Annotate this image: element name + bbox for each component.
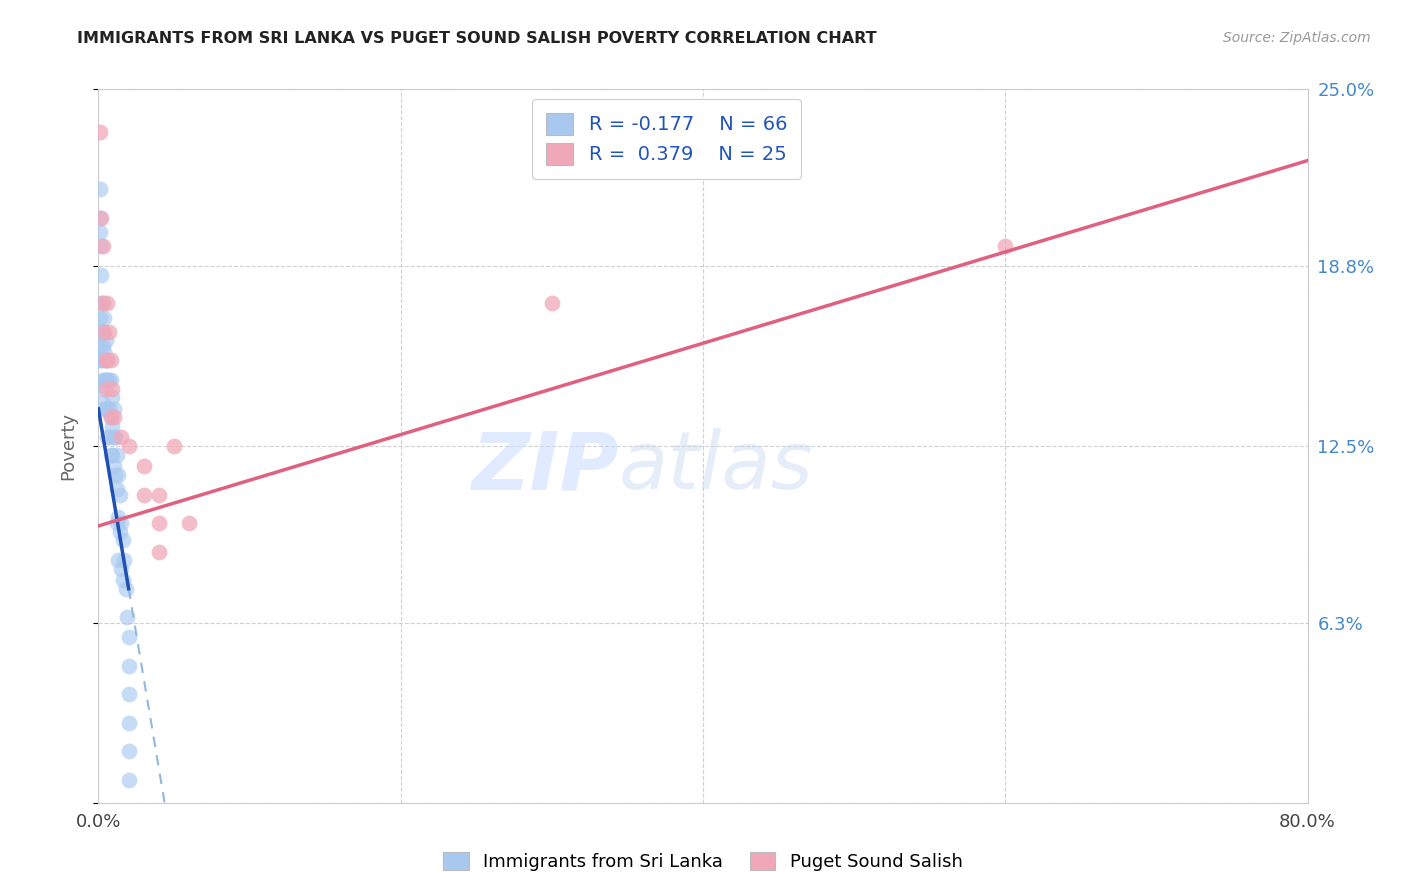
Point xyxy=(96,353,118,368)
Point xyxy=(90,239,112,253)
Point xyxy=(94,353,117,368)
Point xyxy=(118,439,141,453)
Point xyxy=(98,325,121,339)
Y-axis label: Poverty: Poverty xyxy=(59,412,77,480)
Point xyxy=(91,353,114,368)
Point xyxy=(98,401,121,416)
Point xyxy=(101,391,124,405)
Point xyxy=(110,430,132,444)
Point xyxy=(115,610,138,624)
Point xyxy=(108,524,131,539)
Point xyxy=(994,239,1017,253)
Point xyxy=(100,448,122,462)
Point xyxy=(96,353,118,368)
Point xyxy=(93,325,115,339)
Legend: Immigrants from Sri Lanka, Puget Sound Salish: Immigrants from Sri Lanka, Puget Sound S… xyxy=(436,845,970,879)
Text: Source: ZipAtlas.com: Source: ZipAtlas.com xyxy=(1223,31,1371,45)
Point xyxy=(107,553,129,567)
Point xyxy=(94,353,117,368)
Point xyxy=(118,630,141,644)
Point xyxy=(91,396,114,410)
Point xyxy=(540,296,562,310)
Point xyxy=(100,410,122,425)
Point xyxy=(104,467,127,482)
Point xyxy=(89,182,111,196)
Point xyxy=(118,744,141,758)
Point xyxy=(100,373,122,387)
Point xyxy=(148,544,170,558)
Point xyxy=(110,516,132,530)
Point xyxy=(90,353,112,368)
Point xyxy=(96,373,118,387)
Point xyxy=(179,516,201,530)
Legend: R = -0.177    N = 66, R =  0.379    N = 25: R = -0.177 N = 66, R = 0.379 N = 25 xyxy=(533,99,801,178)
Point xyxy=(94,334,117,348)
Point xyxy=(98,430,121,444)
Point xyxy=(105,482,128,496)
Point xyxy=(118,772,141,787)
Point xyxy=(93,344,115,359)
Point xyxy=(110,562,132,576)
Point xyxy=(114,582,136,596)
Point xyxy=(104,430,127,444)
Point xyxy=(163,439,186,453)
Point xyxy=(91,296,114,310)
Point xyxy=(111,533,134,548)
Text: IMMIGRANTS FROM SRI LANKA VS PUGET SOUND SALISH POVERTY CORRELATION CHART: IMMIGRANTS FROM SRI LANKA VS PUGET SOUND… xyxy=(77,31,877,46)
Point xyxy=(148,516,170,530)
Point xyxy=(94,382,117,396)
Point xyxy=(91,325,114,339)
Point xyxy=(105,516,128,530)
Point xyxy=(93,310,115,325)
Point xyxy=(90,268,112,282)
Point xyxy=(90,325,112,339)
Point xyxy=(111,573,134,587)
Point xyxy=(91,373,114,387)
Point xyxy=(118,715,141,730)
Point xyxy=(94,373,117,387)
Point xyxy=(94,401,117,416)
Point xyxy=(89,325,111,339)
Point xyxy=(101,419,124,434)
Point xyxy=(91,296,114,310)
Point xyxy=(93,373,115,387)
Text: atlas: atlas xyxy=(619,428,813,507)
Point xyxy=(90,296,112,310)
Point xyxy=(118,687,141,701)
Point xyxy=(89,225,111,239)
Point xyxy=(132,458,155,473)
Point xyxy=(103,410,125,425)
Point xyxy=(89,125,111,139)
Point xyxy=(112,553,135,567)
Point xyxy=(89,353,111,368)
Point xyxy=(93,401,115,416)
Point xyxy=(103,401,125,416)
Point xyxy=(91,239,114,253)
Text: ZIP: ZIP xyxy=(471,428,619,507)
Point xyxy=(100,410,122,425)
Point xyxy=(101,448,124,462)
Point xyxy=(118,658,141,673)
Point xyxy=(89,339,111,353)
Point xyxy=(105,448,128,462)
Point xyxy=(103,430,125,444)
Point xyxy=(90,211,112,225)
Point xyxy=(107,467,129,482)
Point xyxy=(132,487,155,501)
Point xyxy=(89,211,111,225)
Point xyxy=(96,296,118,310)
Point xyxy=(107,510,129,524)
Point xyxy=(103,458,125,473)
Point xyxy=(96,401,118,416)
Point xyxy=(90,382,112,396)
Point xyxy=(89,310,111,325)
Point xyxy=(101,382,124,396)
Point xyxy=(100,353,122,368)
Point xyxy=(91,339,114,353)
Point xyxy=(98,373,121,387)
Point xyxy=(108,487,131,501)
Point xyxy=(96,430,118,444)
Point xyxy=(148,487,170,501)
